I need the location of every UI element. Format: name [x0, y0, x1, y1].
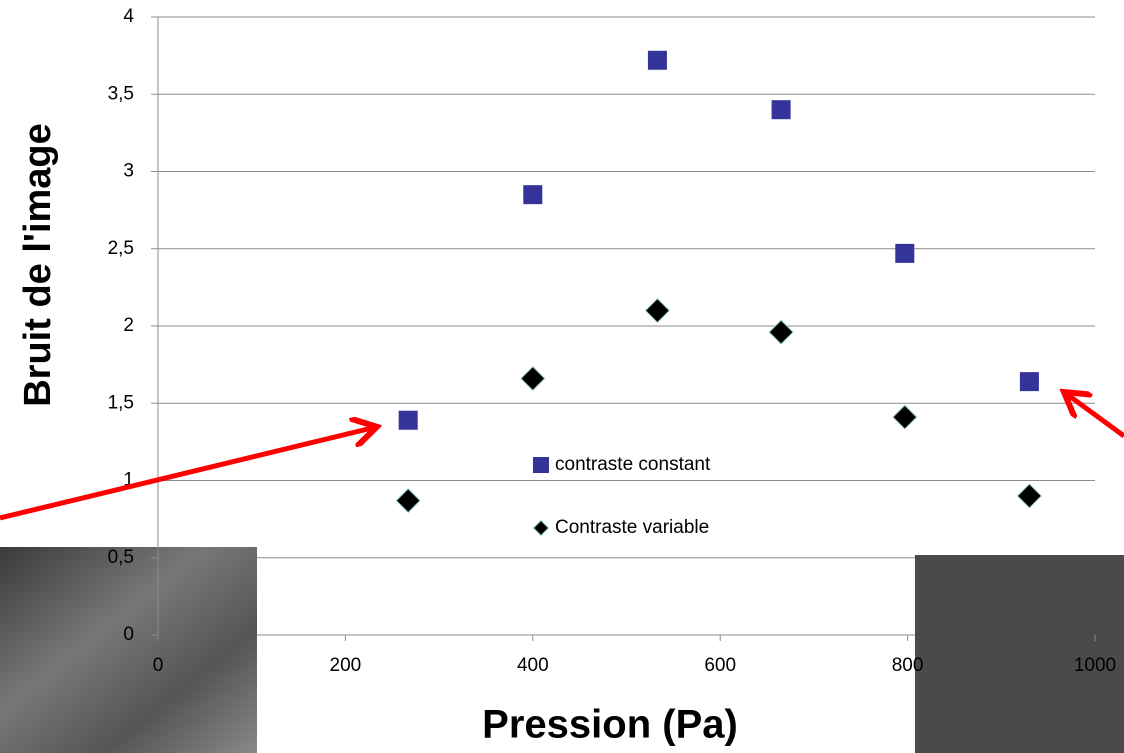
- legend-label: Contraste variable: [555, 517, 709, 538]
- arrow: [1068, 395, 1124, 439]
- marker: [520, 365, 546, 392]
- y-tick-label: 0,5: [108, 547, 134, 568]
- arrow: [0, 428, 372, 521]
- marker: [644, 297, 671, 324]
- marker: [1016, 483, 1042, 509]
- legend-label: contraste constant: [555, 454, 711, 475]
- marker: [768, 319, 794, 345]
- marker: [533, 457, 549, 473]
- marker: [647, 50, 667, 70]
- y-tick-label: 3,5: [108, 83, 134, 104]
- y-tick-label: 2,5: [108, 238, 134, 259]
- grid-layer: [158, 16, 1095, 636]
- y-tick-label: 3: [123, 161, 134, 182]
- x-tick-label: 400: [517, 655, 549, 676]
- y-tick-label: 0: [123, 624, 134, 645]
- x-tick-label: 1000: [1074, 655, 1116, 676]
- x-tick-label: 200: [330, 655, 362, 676]
- y-tick-label: 1: [123, 470, 134, 491]
- y-tick-label: 2: [123, 315, 134, 336]
- marker: [523, 185, 543, 205]
- y-tick-label: 4: [123, 6, 134, 27]
- sem-image-left: [0, 547, 257, 753]
- marker: [398, 410, 418, 430]
- marker: [895, 243, 915, 263]
- y-tick-label: 1,5: [108, 392, 134, 413]
- marker: [532, 519, 550, 537]
- foreground-layer: 0 0,5 1 1,5 2 2,5 3 3,5 4 0 200 400 600 800 1000 contra…: [108, 6, 1117, 676]
- x-tick-label: 800: [892, 655, 924, 676]
- x-axis-label: Pression (Pa): [482, 703, 738, 747]
- y-axis-label: Bruit de l'image: [17, 123, 59, 407]
- sem-image-right: [915, 555, 1124, 753]
- marker: [395, 488, 421, 514]
- marker: [1019, 372, 1039, 392]
- marker: [771, 100, 791, 120]
- x-tick-label: 600: [704, 655, 736, 676]
- marker: [892, 404, 918, 430]
- x-tick-label: 0: [153, 655, 164, 676]
